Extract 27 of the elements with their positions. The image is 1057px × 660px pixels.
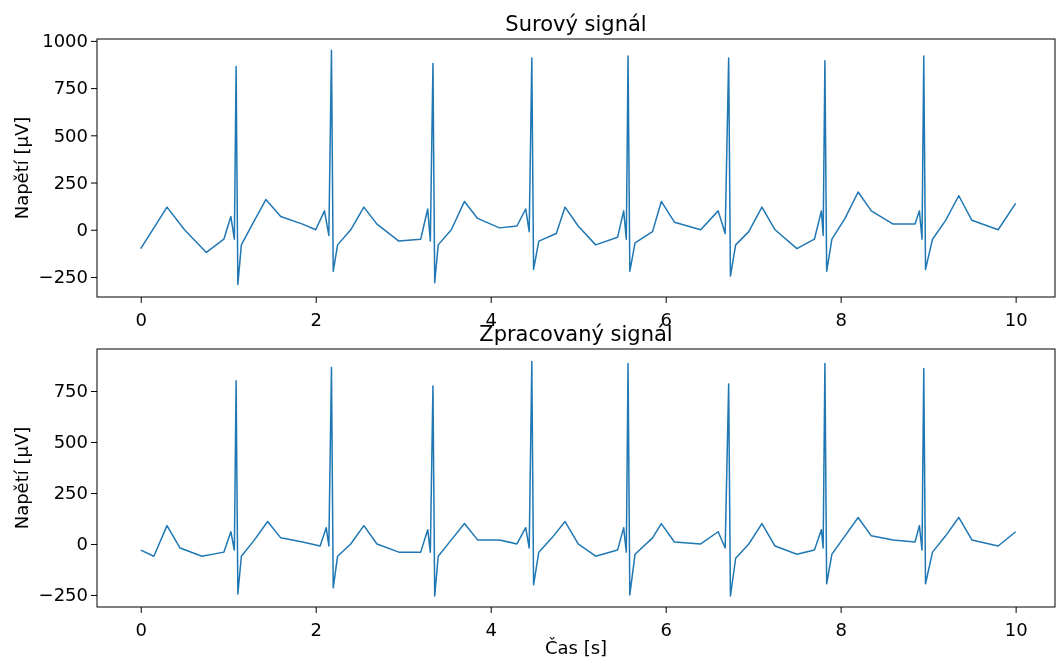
x-tick-label: 6 <box>660 618 672 640</box>
y-tick-label: 750 <box>53 380 88 402</box>
x-tick-label: 8 <box>835 308 847 330</box>
x-axis-title: Čas [s] <box>544 637 608 658</box>
line-series <box>139 360 1017 597</box>
x-tick-label: 8 <box>835 618 847 640</box>
x-tick-label: 4 <box>485 618 497 640</box>
y-tick-label: 0 <box>76 533 88 555</box>
line-series <box>139 49 1017 286</box>
x-tick-label: 0 <box>135 308 147 330</box>
y-tick-label: 1000 <box>42 30 88 52</box>
y-tick-label: 250 <box>53 482 88 504</box>
x-tick-label: 10 <box>1004 618 1028 640</box>
y-tick-label: 0 <box>76 219 88 241</box>
x-tick-label: 2 <box>310 308 322 330</box>
chart-title: Surový signál <box>505 12 647 36</box>
x-tick-label: 10 <box>1004 308 1028 330</box>
y-tick-label: 500 <box>53 431 88 453</box>
x-tick-label: 0 <box>135 618 147 640</box>
y-axis-title: Napětí [µV] <box>11 116 32 220</box>
x-tick-label: 2 <box>310 618 322 640</box>
y-tick-label: 500 <box>53 124 88 146</box>
y-axis-title: Napětí [µV] <box>11 426 32 530</box>
y-tick-label: 250 <box>53 171 88 193</box>
y-tick-label: −250 <box>38 266 88 288</box>
y-tick-label: −250 <box>38 584 88 606</box>
y-tick-label: 750 <box>53 77 88 99</box>
